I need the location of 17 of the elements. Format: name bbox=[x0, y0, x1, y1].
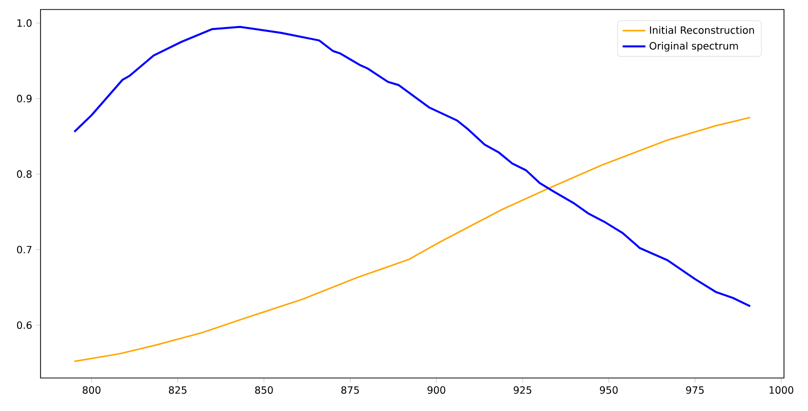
x-tick-label: 900 bbox=[427, 386, 446, 394]
x-tick-label: 875 bbox=[341, 386, 359, 394]
y-tick-label: 0.6 bbox=[17, 321, 32, 329]
y-tick-label: 1.0 bbox=[17, 19, 32, 27]
x-tick-label: 800 bbox=[82, 386, 100, 394]
x-tick-label: 1000 bbox=[770, 386, 794, 394]
x-tick-label: 825 bbox=[168, 386, 186, 394]
line-series bbox=[74, 116, 751, 362]
x-tick-label: 975 bbox=[686, 386, 704, 394]
y-tick-label: 0.7 bbox=[17, 246, 32, 254]
legend-label: Original spectrum bbox=[650, 42, 738, 52]
y-tick-label: 0.9 bbox=[17, 94, 32, 102]
x-tick-label: 950 bbox=[600, 386, 618, 394]
x-tick-label: 850 bbox=[255, 386, 273, 394]
x-tick-label: 925 bbox=[514, 386, 532, 394]
legend-label: Initial Reconstruction bbox=[650, 26, 754, 34]
y-tick-label: 0.8 bbox=[17, 170, 32, 178]
